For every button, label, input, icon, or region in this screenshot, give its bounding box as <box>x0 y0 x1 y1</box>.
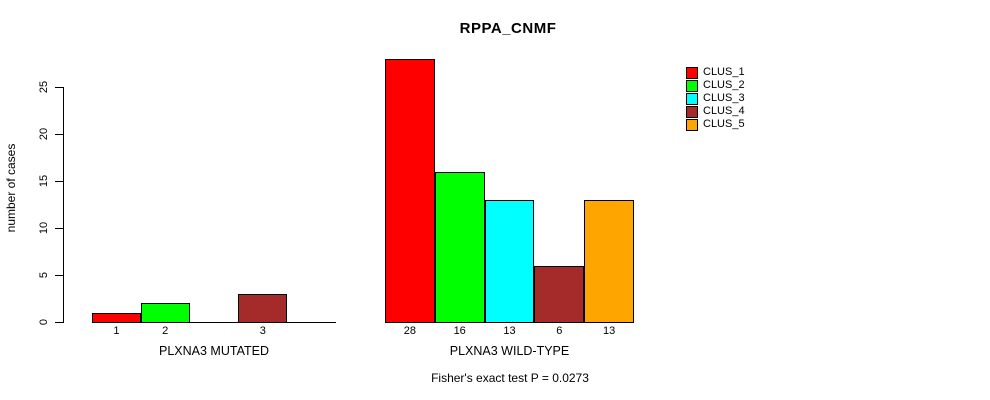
annotation-text: Fisher's exact test P = 0.0273 <box>431 371 589 385</box>
bar-clus_4 <box>534 266 585 323</box>
bar-count-label: 3 <box>259 325 266 337</box>
legend-label: CLUS_5 <box>703 118 745 130</box>
legend-row-clus_2: CLUS_2 <box>686 79 745 92</box>
y-tick-mark <box>55 181 63 182</box>
bar-clus_1 <box>385 59 435 323</box>
legend-label: CLUS_4 <box>703 105 745 117</box>
group-label: PLXNA3 MUTATED <box>159 344 269 358</box>
group-label: PLXNA3 WILD-TYPE <box>449 344 570 358</box>
bar-clus_2 <box>140 303 190 323</box>
bar-clus_5 <box>584 200 634 323</box>
legend-swatch-clus_3 <box>686 92 698 105</box>
y-tick-mark <box>55 228 63 229</box>
bar-clus_2 <box>434 172 485 323</box>
bar-count-label: 1 <box>113 325 120 337</box>
y-tick-label: 15 <box>38 174 50 188</box>
legend-row-clus_3: CLUS_3 <box>686 92 745 105</box>
legend-label: CLUS_1 <box>703 66 745 78</box>
bar-count-label: 16 <box>453 325 466 337</box>
y-tick-label: 0 <box>38 318 50 326</box>
y-tick-label: 5 <box>38 271 50 279</box>
zero-bar-clus_3 <box>189 322 239 323</box>
y-tick-label: 25 <box>38 80 50 94</box>
y-tick-label: 20 <box>38 127 50 141</box>
bar-count-label: 6 <box>556 325 563 337</box>
bar-count-label: 28 <box>403 325 417 337</box>
y-axis-line <box>63 87 64 323</box>
legend-label: CLUS_3 <box>703 92 745 104</box>
legend-swatch-clus_4 <box>686 105 698 118</box>
legend-swatch-clus_1 <box>686 66 698 79</box>
legend-row-clus_1: CLUS_1 <box>686 66 745 79</box>
zero-bar-clus_5 <box>287 322 336 323</box>
legend-swatch-clus_5 <box>686 118 698 131</box>
legend-swatch-clus_2 <box>686 79 698 92</box>
chart-title: RPPA_CNMF <box>459 20 557 37</box>
y-axis-label: number of cases <box>4 143 18 233</box>
bar-clus_3 <box>484 200 535 323</box>
legend: CLUS_1 CLUS_2 CLUS_3 CLUS_4 CLUS_5 <box>686 66 745 131</box>
bar-count-label: 13 <box>503 325 516 337</box>
legend-label: CLUS_2 <box>703 79 745 91</box>
legend-row-clus_5: CLUS_5 <box>686 118 745 131</box>
y-tick-mark <box>55 275 63 276</box>
y-tick-mark <box>55 134 63 135</box>
bar-count-label: 2 <box>162 325 169 337</box>
bar-clus_1 <box>92 313 141 323</box>
y-tick-label: 10 <box>38 221 50 235</box>
bar-clus_4 <box>238 294 288 323</box>
y-tick-mark <box>55 322 63 323</box>
y-tick-mark <box>55 87 63 88</box>
bar-count-label: 13 <box>602 325 616 337</box>
legend-row-clus_4: CLUS_4 <box>686 105 745 118</box>
